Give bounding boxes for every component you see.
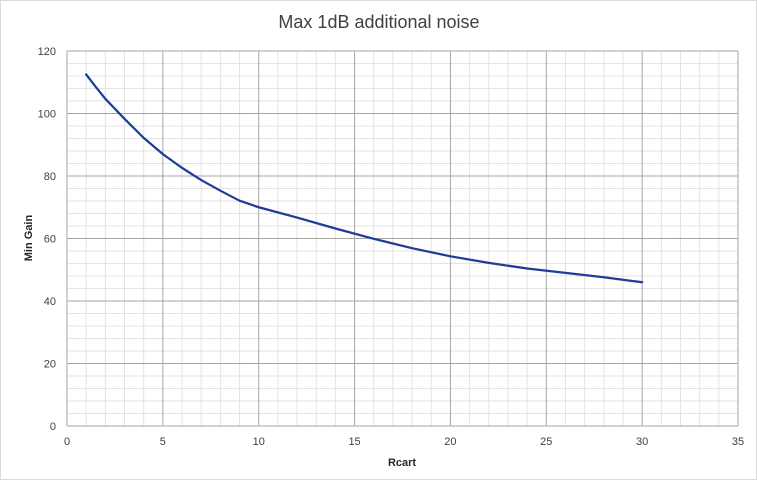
x-tick-label: 5 — [160, 436, 166, 448]
series-line — [85, 73, 644, 284]
major-gridlines — [66, 50, 739, 427]
x-tick-label: 15 — [348, 436, 360, 448]
y-tick-label: 120 — [38, 46, 56, 58]
series-layer — [85, 73, 644, 284]
x-axis-title: Rcart — [388, 457, 416, 469]
chart-title: Max 1dB additional noise — [278, 12, 479, 32]
x-tick-label: 20 — [444, 436, 456, 448]
y-axis-title: Min Gain — [23, 215, 35, 262]
x-tick-label: 30 — [636, 436, 648, 448]
x-tick-label: 25 — [540, 436, 552, 448]
x-tick-label: 35 — [732, 436, 744, 448]
y-tick-label: 80 — [44, 171, 56, 183]
y-tick-label: 0 — [50, 421, 56, 433]
y-tick-label: 100 — [38, 109, 56, 121]
y-tick-label: 20 — [44, 359, 56, 371]
x-tick-label: 10 — [253, 436, 265, 448]
y-tick-label: 60 — [44, 234, 56, 246]
x-axis-ticks: 0 5 10 15 20 25 30 35 — [64, 436, 744, 448]
y-tick-label: 40 — [44, 296, 56, 308]
x-tick-label: 0 — [64, 436, 70, 448]
y-axis-ticks: 0 20 40 60 80 100 120 — [38, 46, 56, 433]
